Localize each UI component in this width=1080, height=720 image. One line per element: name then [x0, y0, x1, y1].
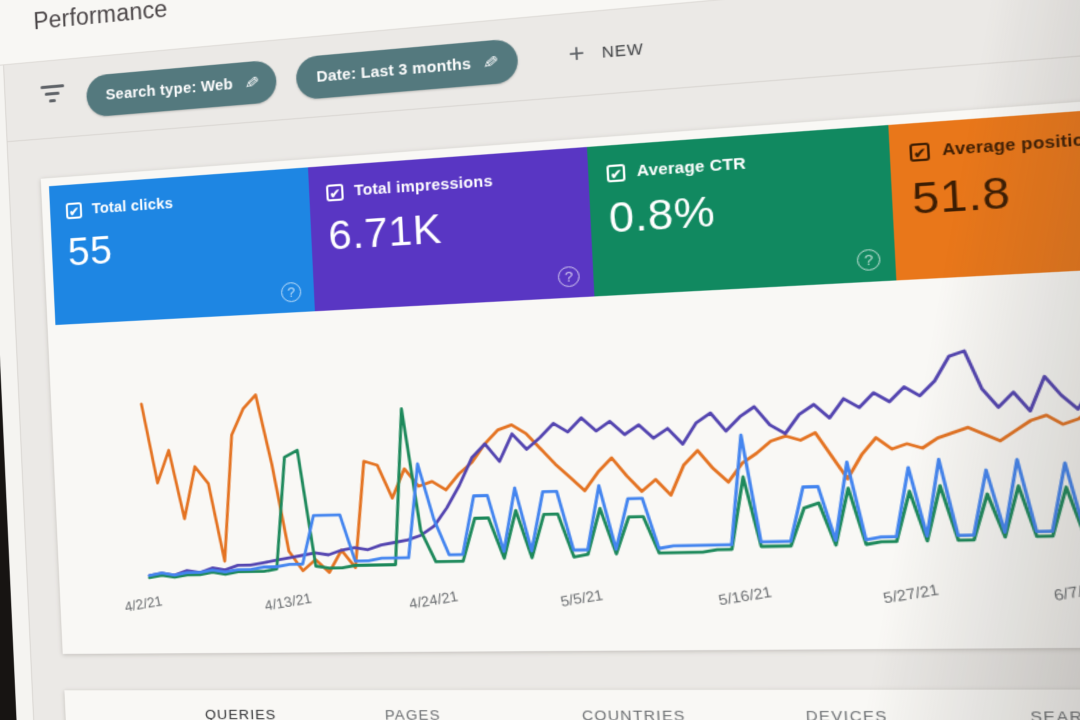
search-type-chip[interactable]: Search type: Web ✎ [85, 59, 278, 118]
app-header: Performance [0, 0, 1080, 67]
tab-search-appearance[interactable]: SEARCH APPEARANCE [1029, 708, 1080, 720]
average-position-card[interactable]: ✔ Average position 51.8 ? [888, 101, 1080, 281]
metric-value: 0.8% [607, 188, 717, 243]
metric-value: 6.71K [327, 206, 443, 260]
metric-label: Total clicks [91, 195, 174, 218]
help-icon[interactable]: ? [280, 281, 302, 303]
date-range-chip[interactable]: Date: Last 3 months ✎ [295, 38, 519, 101]
metric-label: Total impressions [353, 173, 494, 200]
metric-label: Average position [941, 130, 1080, 160]
performance-panel: ✔ Total clicks 55 ? ✔ Total impressions … [40, 57, 1080, 654]
series-average-ctr [142, 366, 1080, 578]
checkbox-checked-icon[interactable]: ✔ [65, 202, 83, 220]
tab-queries[interactable]: QUERIES [204, 706, 277, 720]
new-filter-button[interactable]: + NEW [567, 36, 645, 70]
sidebar-edge [0, 65, 38, 720]
average-ctr-card[interactable]: ✔ Average CTR 0.8% ? [586, 125, 897, 297]
dimensions-table-card: QUERIES PAGES COUNTRIES DEVICES SEARCH A… [64, 689, 1080, 720]
metric-value: 51.8 [910, 168, 1012, 225]
total-impressions-card[interactable]: ✔ Total impressions 6.71K ? [307, 146, 595, 312]
checkbox-checked-icon[interactable]: ✔ [325, 183, 344, 202]
edit-pencil-icon[interactable]: ✎ [243, 74, 260, 93]
metric-value: 55 [66, 228, 114, 275]
tab-devices[interactable]: DEVICES [805, 707, 889, 720]
tab-pages[interactable]: PAGES [384, 706, 442, 720]
page-title: Performance [32, 0, 169, 35]
checkbox-checked-icon[interactable]: ✔ [909, 142, 931, 162]
new-filter-label: NEW [601, 41, 645, 63]
plus-icon: + [567, 38, 586, 70]
date-range-chip-label: Date: Last 3 months [316, 55, 472, 86]
metric-label: Average CTR [636, 155, 747, 181]
help-icon[interactable]: ? [856, 248, 881, 272]
total-clicks-card[interactable]: ✔ Total clicks 55 ? [48, 167, 315, 326]
filter-list-icon[interactable] [40, 84, 65, 107]
edit-pencil-icon[interactable]: ✎ [482, 53, 500, 73]
search-type-chip-label: Search type: Web [105, 76, 234, 104]
checkbox-checked-icon[interactable]: ✔ [606, 163, 626, 183]
help-icon[interactable]: ? [557, 265, 581, 288]
tab-countries[interactable]: COUNTRIES [581, 707, 687, 720]
